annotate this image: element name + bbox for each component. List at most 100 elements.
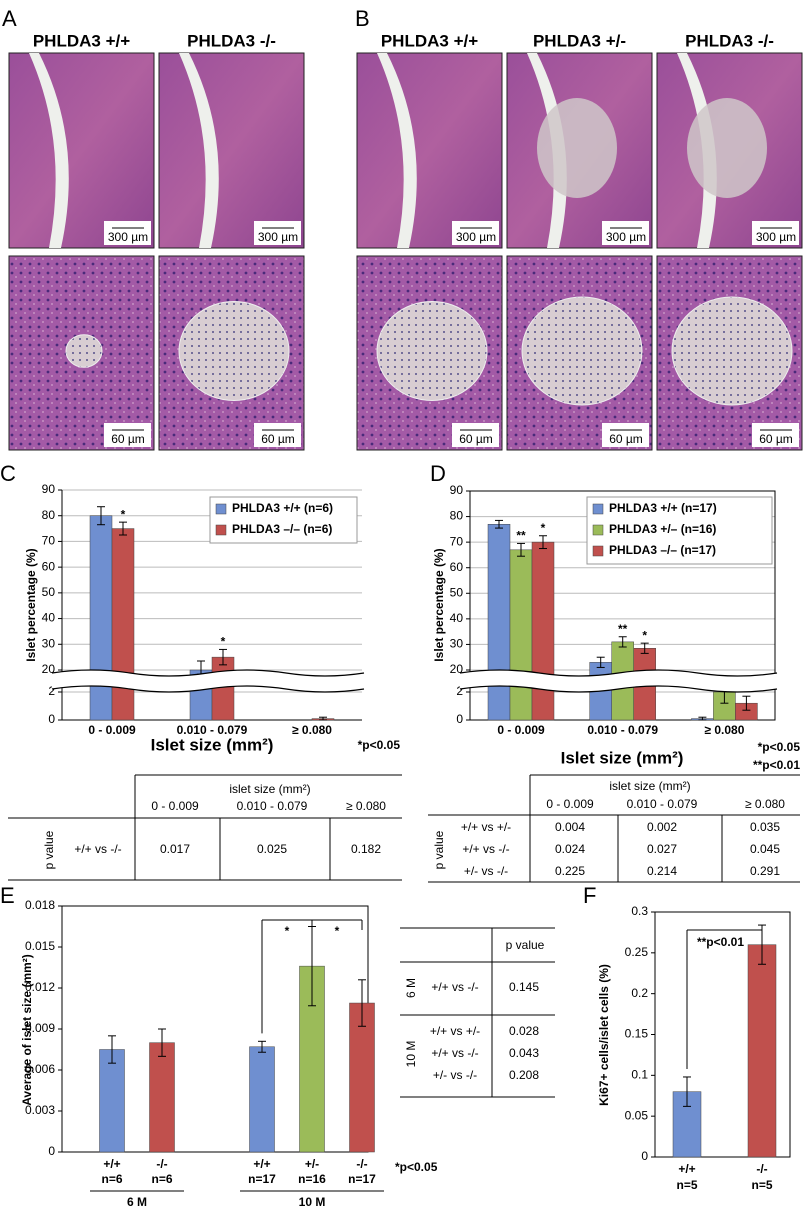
bar <box>672 1091 702 1158</box>
bar <box>249 1046 275 1153</box>
error-bar <box>97 506 105 526</box>
bar <box>99 1049 125 1153</box>
table-row-label: +/+ vs +/- <box>430 1024 480 1038</box>
table-cell: 0.028 <box>509 1024 539 1038</box>
y-tick-label: 0.003 <box>25 1103 55 1117</box>
group-label: 6 M <box>127 1195 147 1209</box>
error-bar <box>683 1076 691 1107</box>
table-row-label: +/+ vs -/- <box>431 980 478 994</box>
table-column: 0 - 0.009 <box>546 797 594 811</box>
x-axis-label: Islet size (mm²) <box>561 748 684 767</box>
error-bar <box>698 716 707 721</box>
x-sublabel: n=5 <box>751 1178 772 1192</box>
legend-swatch <box>215 503 227 515</box>
x-tick-label: +/+ <box>103 1157 120 1171</box>
axis-break <box>460 670 777 692</box>
y-tick-label: 0.009 <box>25 1021 55 1035</box>
micrograph <box>158 52 305 249</box>
y-tick-label: 90 <box>42 482 56 496</box>
table-row-label: +/+ vs -/- <box>462 842 509 856</box>
bar <box>149 1042 175 1153</box>
scale-box <box>254 423 301 447</box>
table-row-group: 6 M <box>404 978 418 998</box>
x-sublabel: n=17 <box>248 1172 276 1186</box>
x-tick-label: 0 - 0.009 <box>88 723 136 737</box>
scale-label: 60 µm <box>459 432 493 446</box>
column-header: PHLDA3 -/- <box>685 31 774 50</box>
bar <box>89 515 113 721</box>
legend-label: PHLDA3 +/– (n=16) <box>609 522 716 536</box>
error-bar <box>517 542 525 557</box>
note: **p<0.01 <box>753 758 800 772</box>
table-column: 0.010 - 0.079 <box>627 797 698 811</box>
axis-break-edge <box>459 685 778 693</box>
islet <box>521 296 643 406</box>
axis-break-edge <box>51 669 365 677</box>
error-bar <box>596 656 605 668</box>
y-tick-label: 0 <box>456 712 463 726</box>
scale-label: 300 µm <box>606 230 646 244</box>
y-tick-label: 50 <box>42 585 56 599</box>
scale-label: 300 µm <box>108 230 148 244</box>
x-tick-label: ≥ 0.080 <box>292 723 332 737</box>
column-header: PHLDA3 +/- <box>533 31 626 50</box>
bar <box>531 541 555 721</box>
y-tick-label: 0.3 <box>631 904 648 918</box>
tissue-gap <box>527 53 567 248</box>
y-tick-label: 0 <box>48 1144 55 1158</box>
note: *p<0.05 <box>358 738 401 752</box>
panel-letter: E <box>0 883 15 908</box>
y-tick-label: 40 <box>450 611 464 625</box>
legend-swatch <box>215 524 227 536</box>
scale-box <box>452 221 499 245</box>
table-cell: 0.025 <box>257 842 287 856</box>
y-tick-label: 20 <box>450 662 464 676</box>
y-tick-label: 90 <box>450 483 464 497</box>
x-tick-label: 0.010 - 0.079 <box>587 723 658 737</box>
x-tick-label: 0 - 0.009 <box>497 723 545 737</box>
x-tick-label: +/- <box>305 1157 319 1171</box>
error-bar <box>119 521 127 536</box>
x-axis-label: Islet size (mm²) <box>151 735 274 754</box>
table-cell: 0.024 <box>555 842 585 856</box>
table-row-label: +/+ vs +/- <box>461 820 511 834</box>
table-header: islet size (mm²) <box>609 779 690 793</box>
panel-letter: A <box>2 6 17 31</box>
table-row-label: +/+ vs -/- <box>74 842 121 856</box>
table-column: ≥ 0.080 <box>745 797 785 811</box>
table-row-label: +/- vs -/- <box>433 1068 477 1082</box>
group-label: 10 M <box>299 1195 326 1209</box>
error-bar <box>319 716 327 721</box>
error-bar <box>219 648 227 666</box>
y-axis-label: Islet percentage (%) <box>432 548 446 661</box>
significance: * <box>121 507 126 521</box>
legend-box <box>586 496 773 565</box>
error-bar <box>158 1028 166 1057</box>
x-sublabel: n=17 <box>348 1172 376 1186</box>
error-bar <box>742 695 751 711</box>
table-row-label: +/+ vs -/- <box>431 1046 478 1060</box>
significance: * <box>541 521 546 535</box>
y-axis-label: Average of islet size (mm²) <box>20 954 34 1106</box>
legend-label: PHLDA3 +/+ (n=6) <box>232 501 333 515</box>
table-cell: 0.225 <box>555 864 585 878</box>
panel-letter: B <box>355 6 370 31</box>
y-tick-label: 0 <box>641 1149 648 1163</box>
table-header: p value <box>506 938 545 952</box>
y-axis-label: Ki67+ cells/islet cells (%) <box>597 964 611 1106</box>
y-tick-label: 60 <box>42 559 56 573</box>
table-cell: 0.035 <box>750 820 780 834</box>
error-bar <box>618 636 627 648</box>
table-header: islet size (mm²) <box>229 782 310 796</box>
y-tick-label: 2 <box>48 684 55 698</box>
significance: ** <box>618 622 628 636</box>
note: *p<0.05 <box>395 1160 438 1174</box>
panel-letter: F <box>583 883 596 908</box>
islet <box>178 301 290 401</box>
x-tick-label: ≥ 0.080 <box>704 723 744 737</box>
x-tick-label: -/- <box>756 1162 767 1176</box>
table-column: 0.010 - 0.079 <box>237 799 308 813</box>
error-bar <box>539 535 547 550</box>
islet <box>376 301 488 401</box>
